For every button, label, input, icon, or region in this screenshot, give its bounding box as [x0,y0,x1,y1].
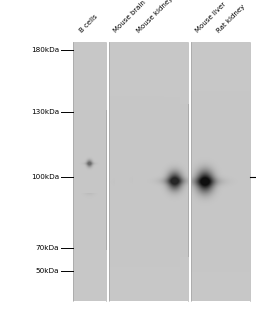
Text: 100kDa: 100kDa [31,174,59,179]
Text: 70kDa: 70kDa [35,245,59,251]
Bar [109,42,188,301]
Text: 180kDa: 180kDa [31,47,59,53]
Text: 50kDa: 50kDa [35,268,59,273]
Text: Mouse kidney: Mouse kidney [135,0,174,34]
Text: Mouse brain: Mouse brain [112,0,147,34]
Text: Rat kidney: Rat kidney [216,4,247,34]
Text: Mouse liver: Mouse liver [194,1,227,34]
Text: 130kDa: 130kDa [31,109,59,115]
Bar [73,42,106,301]
Text: B cells: B cells [79,14,99,34]
Bar [191,42,250,301]
